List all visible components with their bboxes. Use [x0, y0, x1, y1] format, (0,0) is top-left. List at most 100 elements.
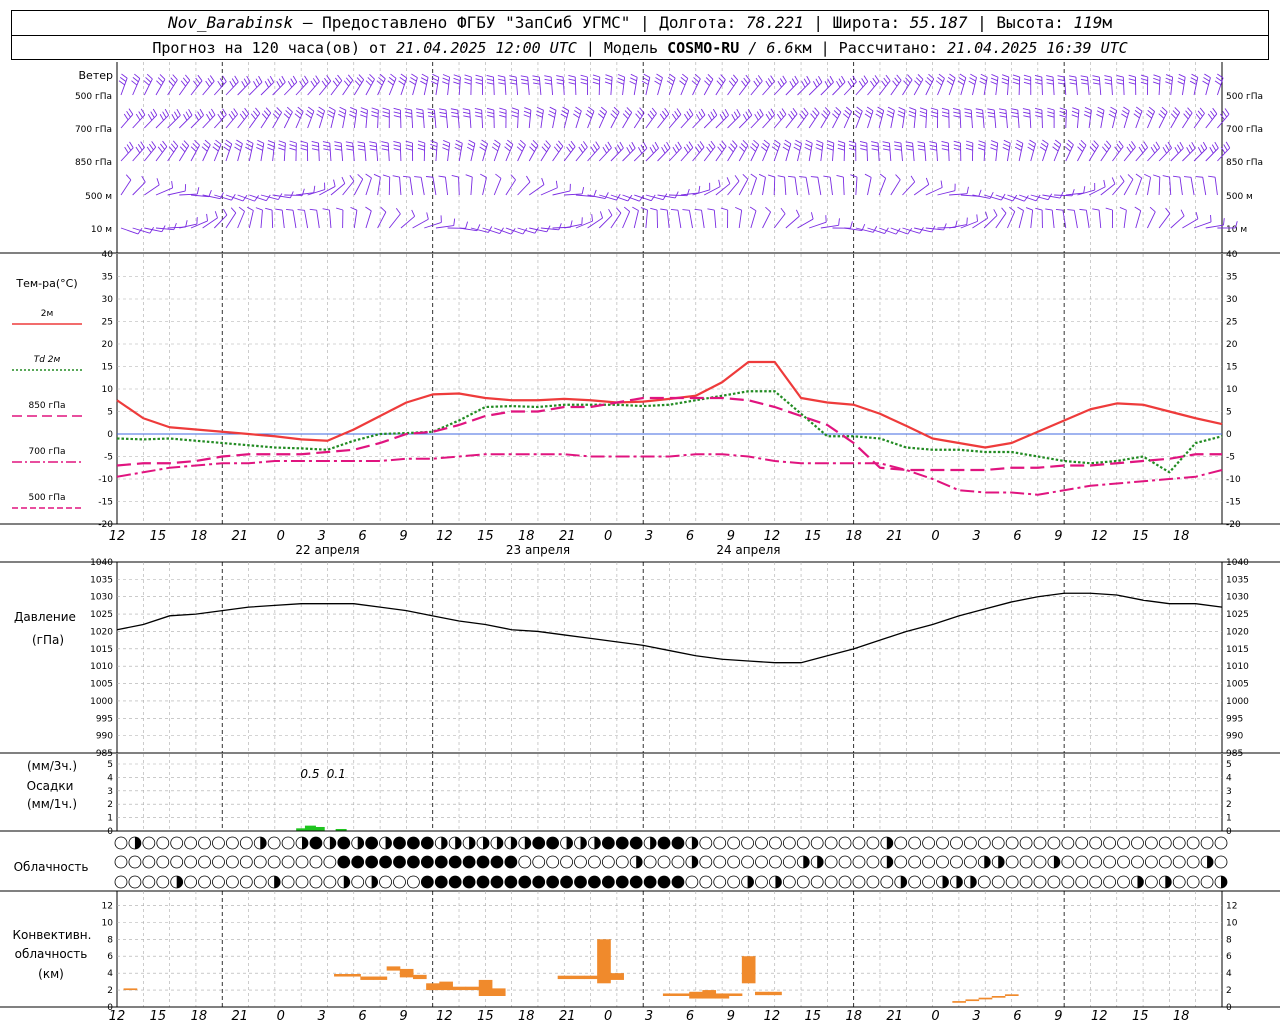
- wind-barb-flag: [1034, 74, 1042, 78]
- wind-barb-flag: [276, 81, 281, 88]
- wind-barb-flag: [346, 148, 354, 151]
- cloud-symbol: [212, 875, 225, 889]
- wind-barb-flag: [595, 141, 600, 148]
- wind-barb-flag: [455, 139, 463, 144]
- cloud-symbol: [1061, 855, 1075, 869]
- conv-tick-left: 12: [102, 901, 113, 911]
- cloud-symbol: [239, 836, 253, 850]
- wind-level-label-right: 10 м: [1226, 225, 1247, 235]
- wind-barb-flag: [224, 143, 231, 148]
- cloud-symbol: [810, 836, 824, 850]
- wind-level-label-left: 850 гПа: [75, 158, 112, 168]
- x-tick-label-bottom: 3: [972, 1009, 980, 1024]
- wind-barb-flag: [599, 211, 603, 219]
- cloud-symbol-half: [956, 876, 963, 888]
- wind-barb-flag: [1144, 173, 1151, 178]
- wind-barb-shaft: [399, 109, 402, 129]
- cloud-symbol: [420, 855, 434, 869]
- legend-label: 850 гПа: [28, 401, 65, 411]
- wind-barb-flag: [1014, 146, 1022, 151]
- wind-barb-flag: [222, 75, 227, 82]
- wind-barb-flag: [704, 80, 710, 86]
- cloud-panel: Облачность: [14, 836, 1228, 889]
- wind-barb-flag: [561, 110, 569, 115]
- wind-barb-flag: [1153, 74, 1161, 78]
- cloud-symbol-half: [371, 876, 378, 888]
- wind-barb-shaft: [493, 178, 502, 196]
- wind-barb-flag: [1188, 144, 1193, 152]
- wind-barb-flag: [930, 114, 938, 118]
- wind-barb-shaft: [260, 81, 275, 96]
- wind-barb-flag: [140, 108, 146, 115]
- wind-barb-shaft: [1042, 143, 1049, 162]
- cloud-symbol-half: [566, 837, 573, 849]
- wind-barb-shaft: [1158, 77, 1161, 96]
- precip-tick-left: 1: [107, 814, 113, 824]
- cloud-symbol: [337, 855, 351, 869]
- wind-barb-flag: [338, 113, 345, 118]
- cloud-symbol: [323, 855, 337, 869]
- wind-barb-shaft: [805, 177, 810, 196]
- wind-barb-shaft: [1123, 179, 1134, 196]
- wind-barb-flag: [1140, 81, 1148, 85]
- cloud-symbol: [671, 836, 685, 850]
- wind-barb-flag: [959, 73, 967, 79]
- wind-barb-shaft: [144, 227, 163, 233]
- wind-barb-flag: [680, 77, 687, 83]
- wind-barb-flag: [467, 143, 475, 148]
- precip-annotation: 0.5: [300, 767, 319, 781]
- wind-barb-shaft: [260, 210, 263, 229]
- wind-barb-flag: [753, 139, 760, 146]
- wind-barb-flag: [415, 108, 424, 111]
- conv-bar: [676, 993, 690, 996]
- wind-barb-flag: [1089, 146, 1096, 153]
- wind-barb-flag: [614, 146, 619, 154]
- wind-barb-shaft: [1073, 210, 1078, 229]
- wind-barb-flag: [1080, 75, 1088, 78]
- x-tick-label: 18: [191, 529, 208, 544]
- wind-barb-flag: [1211, 144, 1217, 151]
- cloud-symbol: [337, 836, 351, 850]
- cloud-symbol: [588, 855, 601, 869]
- wind-barb-shaft: [493, 76, 495, 96]
- wind-barb-flag: [313, 185, 316, 193]
- wind-barb-flag: [810, 113, 816, 120]
- wind-barb-flag: [728, 146, 734, 153]
- cloud-symbol: [198, 836, 211, 850]
- wind-barb-shaft: [1193, 113, 1205, 129]
- wind-barb-flag: [1068, 75, 1076, 78]
- wind-barb-flag: [1052, 146, 1059, 152]
- wind-barb-flag: [267, 143, 275, 148]
- wind-barb-shaft: [701, 210, 705, 229]
- wind-barb-flag: [707, 208, 715, 211]
- wind-barb-shaft: [610, 194, 629, 202]
- conv-bar: [715, 993, 730, 999]
- wind-barb-flag: [848, 147, 856, 151]
- conv-ylabel: Конвективн.: [13, 928, 92, 942]
- wind-barb-flag: [1191, 73, 1198, 78]
- wind-barb-flag: [261, 113, 268, 120]
- wind-barb-flag: [543, 143, 549, 150]
- wind-barb-flag: [534, 227, 539, 234]
- wind-barb-shaft: [423, 77, 429, 96]
- wind-barb-shaft: [400, 215, 415, 229]
- wind-barb-flag: [475, 74, 483, 78]
- wind-barb-flag: [373, 173, 381, 178]
- x-tick-label-bottom: 15: [150, 1009, 167, 1024]
- wind-barb-shaft: [937, 78, 945, 96]
- cloud-symbol: [1005, 875, 1019, 889]
- wind-barb-flag: [411, 73, 418, 79]
- lat-value: 55.187: [909, 13, 968, 32]
- wind-barb-flag: [751, 143, 758, 149]
- wind-barb-flag: [1066, 143, 1073, 149]
- wind-barb-flag: [788, 175, 796, 178]
- x-tick-label-bottom: 12: [1091, 1009, 1108, 1024]
- wind-barb-shaft: [1158, 147, 1172, 162]
- wind-barb-flag: [196, 187, 200, 195]
- wind-barb-flag: [964, 108, 972, 111]
- wind-barb-flag: [987, 108, 995, 111]
- wind-barb-shaft: [1135, 110, 1143, 129]
- wind-barb-flag: [805, 143, 812, 148]
- temp-tick-right: 20: [1226, 340, 1238, 350]
- wind-barb-shaft: [424, 221, 442, 229]
